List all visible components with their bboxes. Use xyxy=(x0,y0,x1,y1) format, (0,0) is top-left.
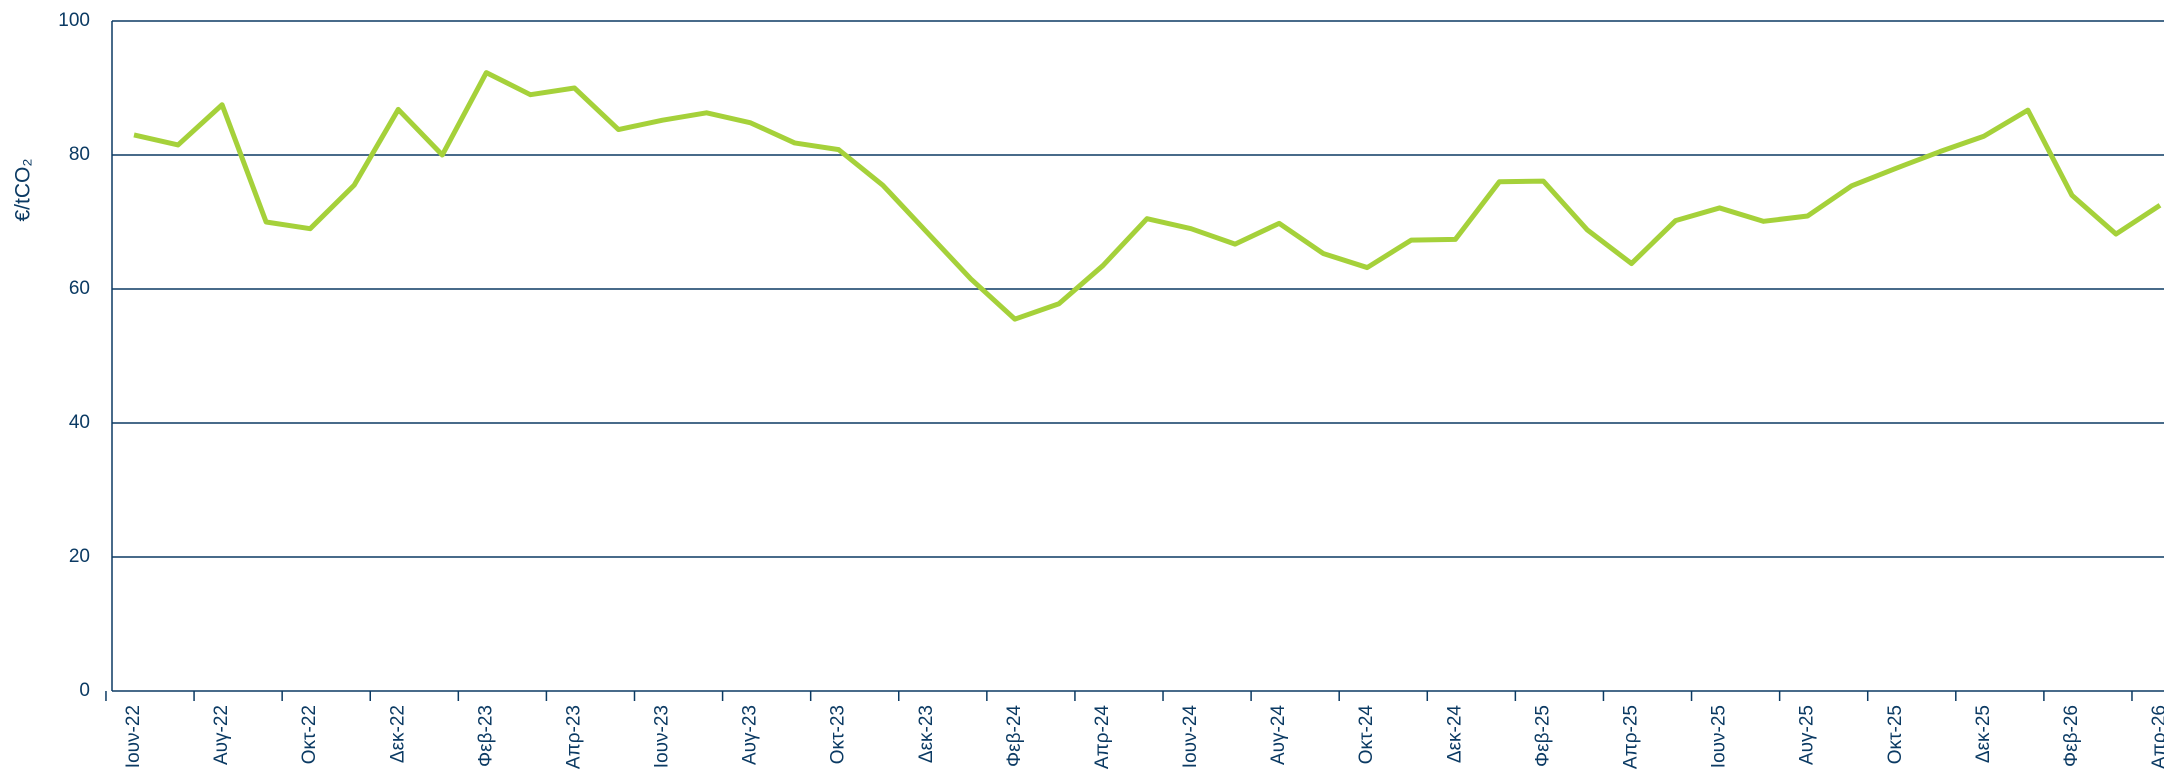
y-tick-label: 20 xyxy=(69,546,90,567)
y-axis-label: €/tCO₂ xyxy=(12,159,35,222)
x-tick-label: Δεκ-23 xyxy=(916,705,937,763)
y-tick-label: 80 xyxy=(69,144,90,165)
x-tick-label: Αυγ-22 xyxy=(211,705,232,765)
y-tick-label: 100 xyxy=(58,10,90,31)
x-tick-label: Αυγ-25 xyxy=(1797,705,1818,765)
x-tick-label: Απρ-25 xyxy=(1620,705,1641,769)
x-tick-label: Αυγ-23 xyxy=(740,705,761,765)
x-tick-label: Οκτ-24 xyxy=(1356,705,1377,765)
x-tick-label: Οκτ-22 xyxy=(299,705,320,764)
x-tick-label: Ιουν-24 xyxy=(1180,705,1201,769)
x-tick-label: Ιουν-23 xyxy=(652,705,673,768)
y-tick-label: 40 xyxy=(69,412,90,433)
x-tick-label: Φεβ-24 xyxy=(1004,705,1025,767)
x-tick-label: Δεκ-25 xyxy=(1973,705,1994,763)
x-tick-label: Φεβ-25 xyxy=(1532,705,1553,767)
x-tick-label: Δεκ-22 xyxy=(387,705,408,763)
x-tick-label: Απρ-24 xyxy=(1092,705,1113,769)
x-tick-label: Φεβ-23 xyxy=(475,705,496,767)
x-tick-label: Οκτ-25 xyxy=(1885,705,1906,764)
x-tick-label: Απρ-26 xyxy=(2149,705,2164,769)
y-tick-label: 60 xyxy=(69,278,90,299)
x-tick-label: Ιουν-25 xyxy=(1709,705,1730,768)
x-tick-label: Φεβ-26 xyxy=(2061,705,2082,767)
x-tick-label: Δεκ-24 xyxy=(1444,705,1465,764)
x-tick-label: Ιουν-22 xyxy=(123,705,144,768)
data-line xyxy=(133,70,2162,322)
x-tick-label: Αυγ-24 xyxy=(1268,705,1289,765)
x-tick-label: Οκτ-23 xyxy=(828,705,849,764)
y-tick-label: 0 xyxy=(79,680,90,701)
x-tick-label: Απρ-23 xyxy=(563,705,584,769)
